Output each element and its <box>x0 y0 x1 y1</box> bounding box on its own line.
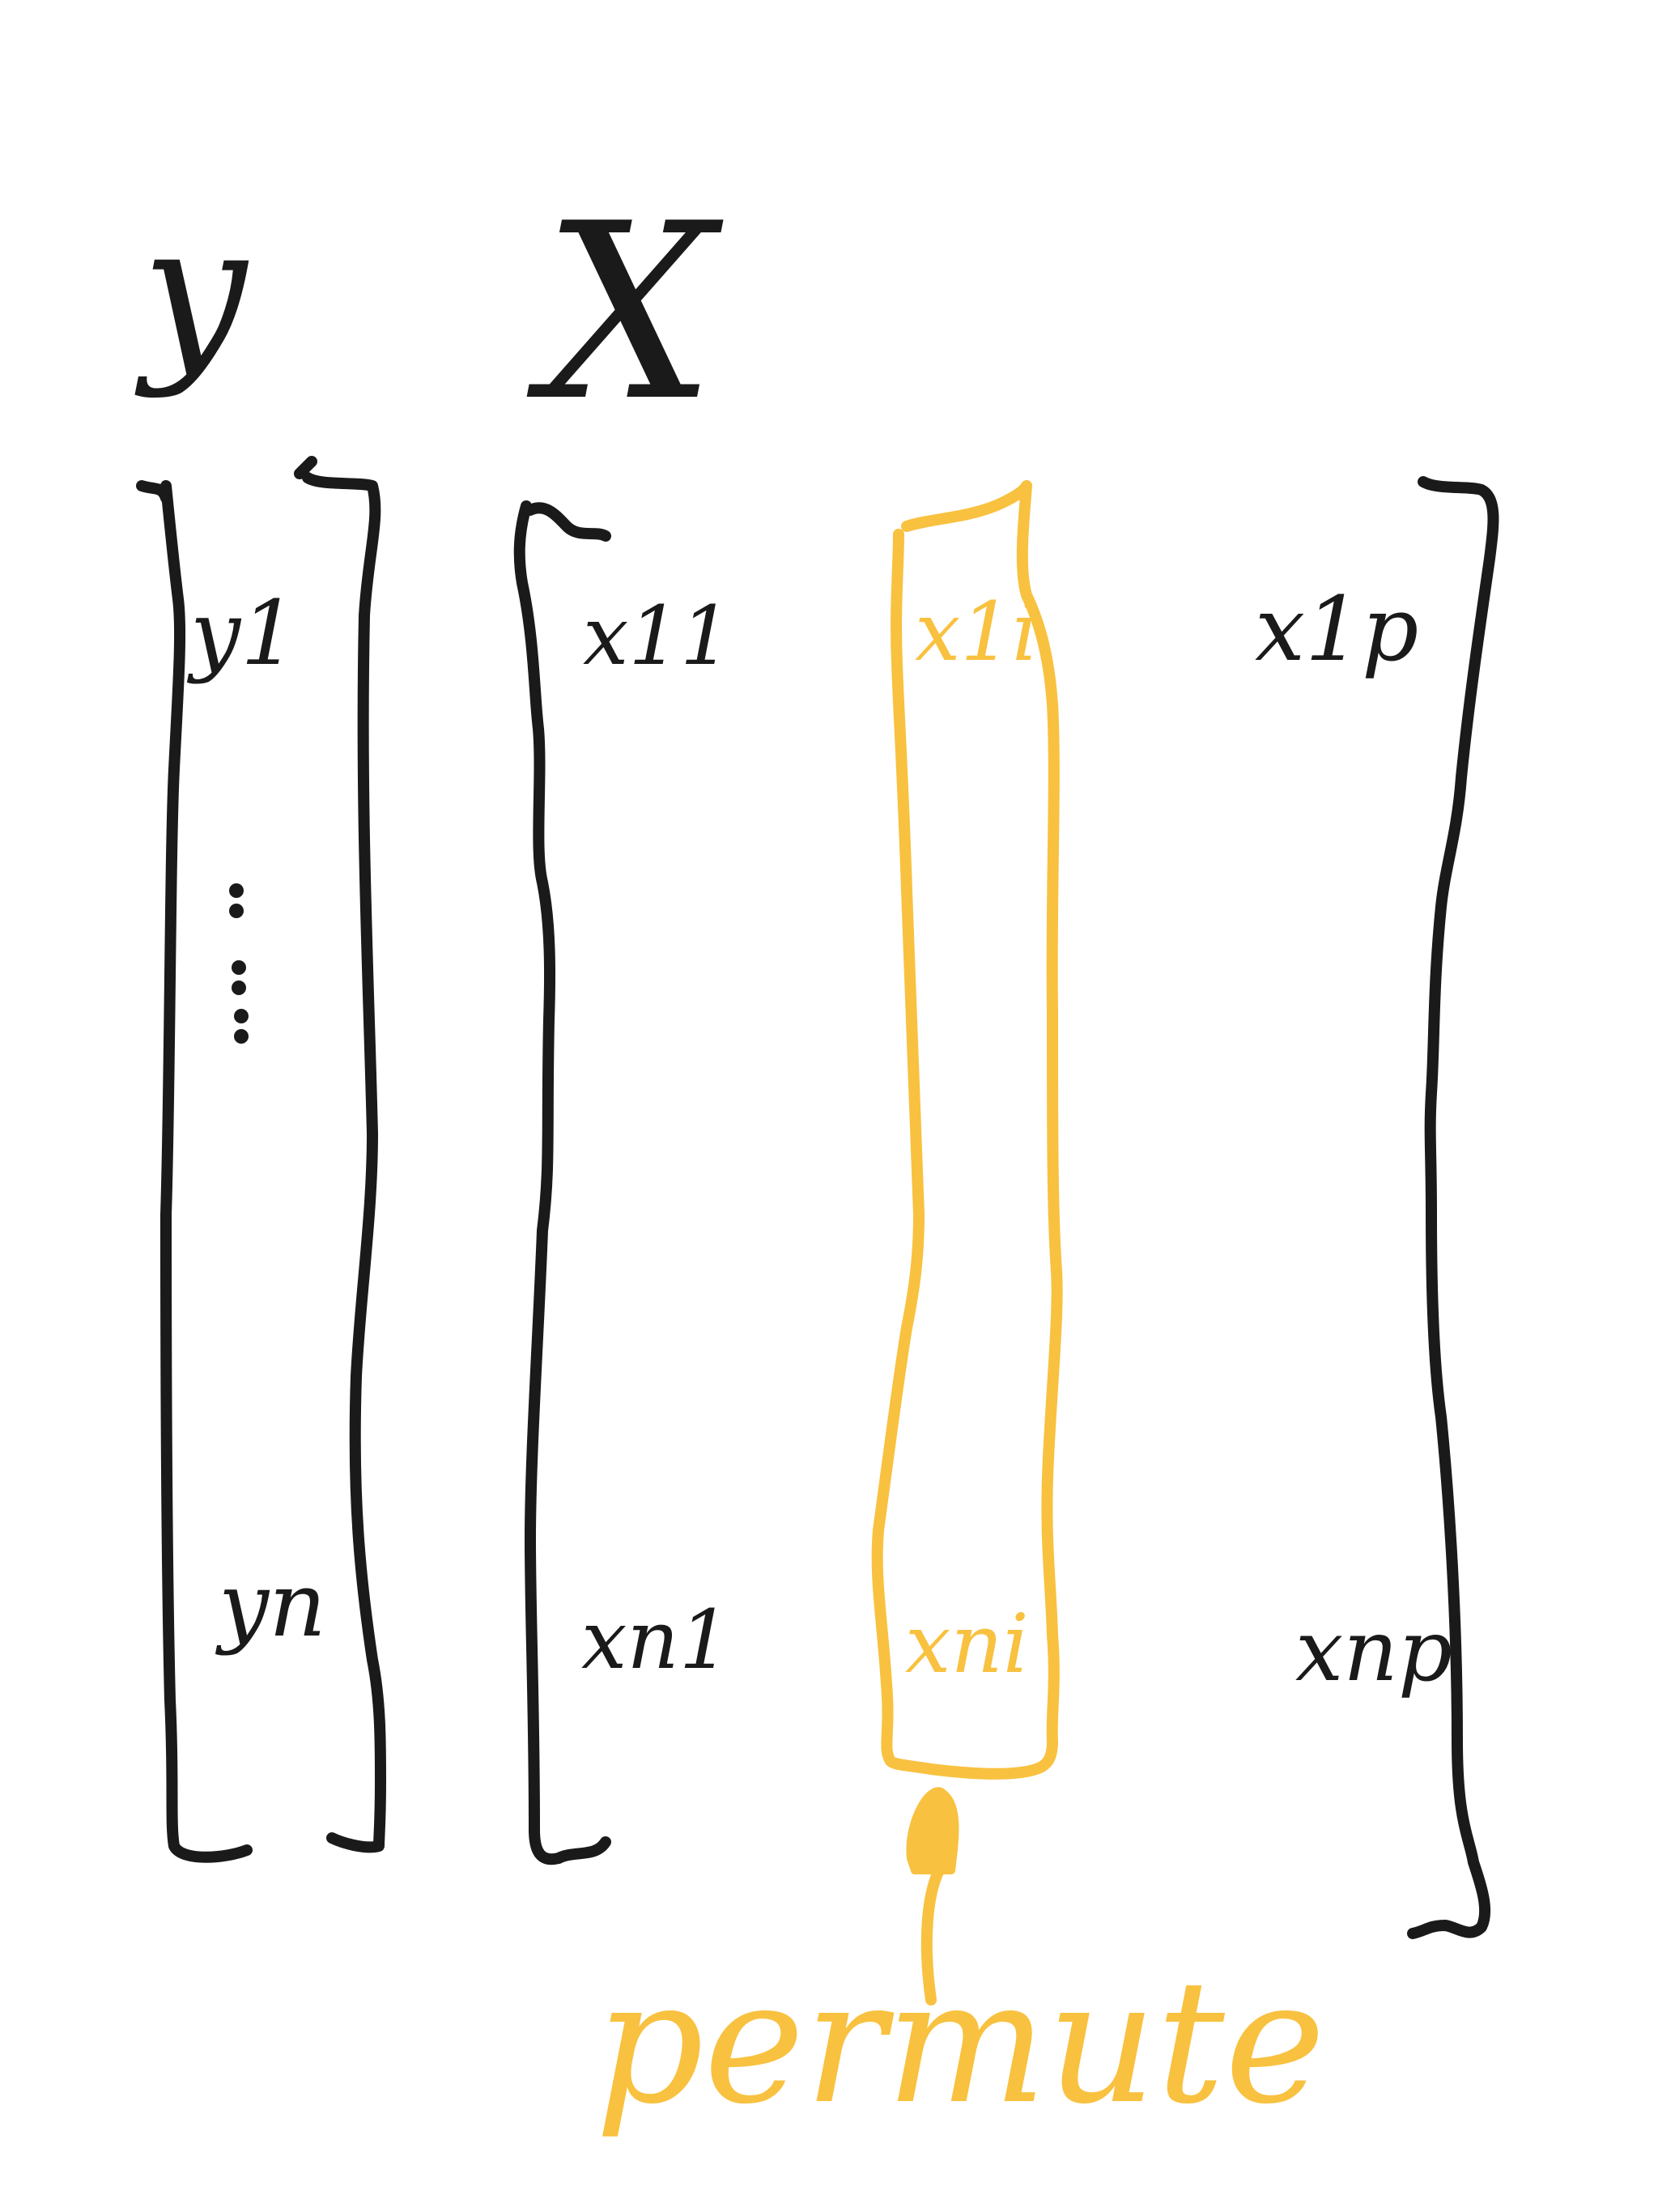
vertical-ellipsis <box>229 883 249 1044</box>
matrix-X-right-bracket <box>1407 476 1499 1939</box>
highlighted-column-bottom-entry: xni <box>905 1597 1029 1691</box>
highlighted-column-outline[interactable] <box>871 480 1063 1780</box>
matrix-X-left-bracket <box>513 500 611 1865</box>
vector-y-brackets <box>136 456 386 1863</box>
title-y: y <box>134 185 249 401</box>
highlighted-column-top-entry: x1i <box>915 585 1038 679</box>
permute-arrow <box>906 1787 959 2006</box>
title-X: X <box>524 172 725 454</box>
vector-y-top-entry: y1 <box>186 581 297 685</box>
permute-label: permute <box>595 1943 1325 2142</box>
matrix-X-last-column-bottom-entry: xnp <box>1295 1602 1452 1700</box>
matrix-X-last-column-top-entry: x1p <box>1255 577 1418 681</box>
matrix-X-first-column-top-entry: x11 <box>583 589 732 683</box>
matrix-X-first-column-bottom-entry: xn1 <box>581 1593 730 1687</box>
vector-y-bottom-entry: yn <box>215 1553 326 1657</box>
